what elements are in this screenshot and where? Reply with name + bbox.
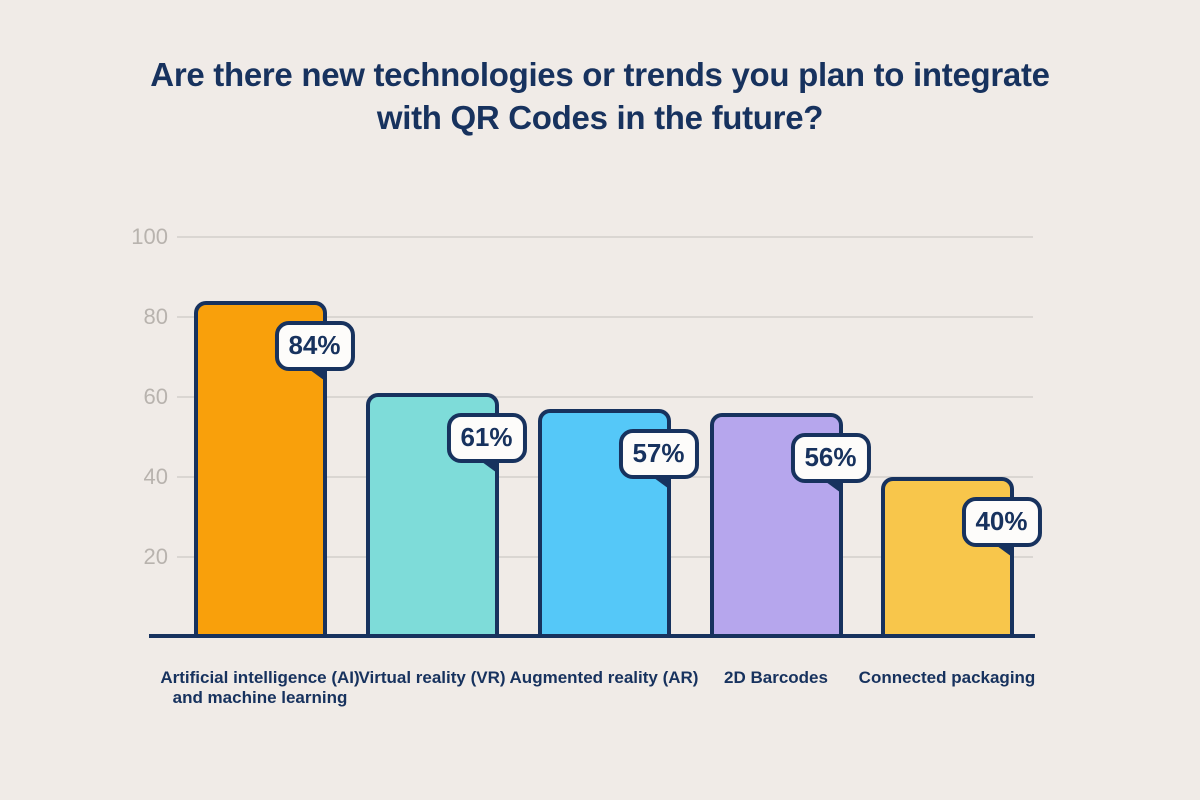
y-tick-label-40: 40: [143, 464, 168, 489]
y-tick-label-60: 60: [143, 384, 168, 409]
chart-title-line1: Are there new technologies or trends you…: [150, 56, 1050, 93]
x-label-3: Augmented reality (AR): [509, 668, 699, 687]
value-callout-5: 40%: [961, 497, 1042, 547]
x-label-1: Artificial intelligence (AI) and machine…: [160, 668, 360, 708]
gridline-80: [177, 316, 1033, 318]
value-callout-3: 57%: [618, 429, 699, 479]
x-label-4: 2D Barcodes: [724, 668, 828, 687]
chart-title-line2: with QR Codes in the future?: [376, 98, 824, 136]
chart-title: Are there new technologies or trends you…: [0, 54, 1200, 140]
y-tick-label-80: 80: [143, 304, 168, 329]
x-label-2: Virtual reality (VR): [358, 668, 506, 687]
x-axis-line: [149, 634, 1035, 638]
gridline-100: [177, 236, 1033, 238]
gridline-60: [177, 396, 1033, 398]
y-tick-label-100: 100: [131, 224, 168, 249]
value-callout-1: 84%: [274, 321, 355, 371]
value-callout-4: 56%: [790, 433, 871, 483]
value-callout-2: 61%: [446, 413, 527, 463]
x-label-5: Connected packaging: [858, 668, 1036, 687]
y-tick-label-20: 20: [143, 544, 168, 569]
